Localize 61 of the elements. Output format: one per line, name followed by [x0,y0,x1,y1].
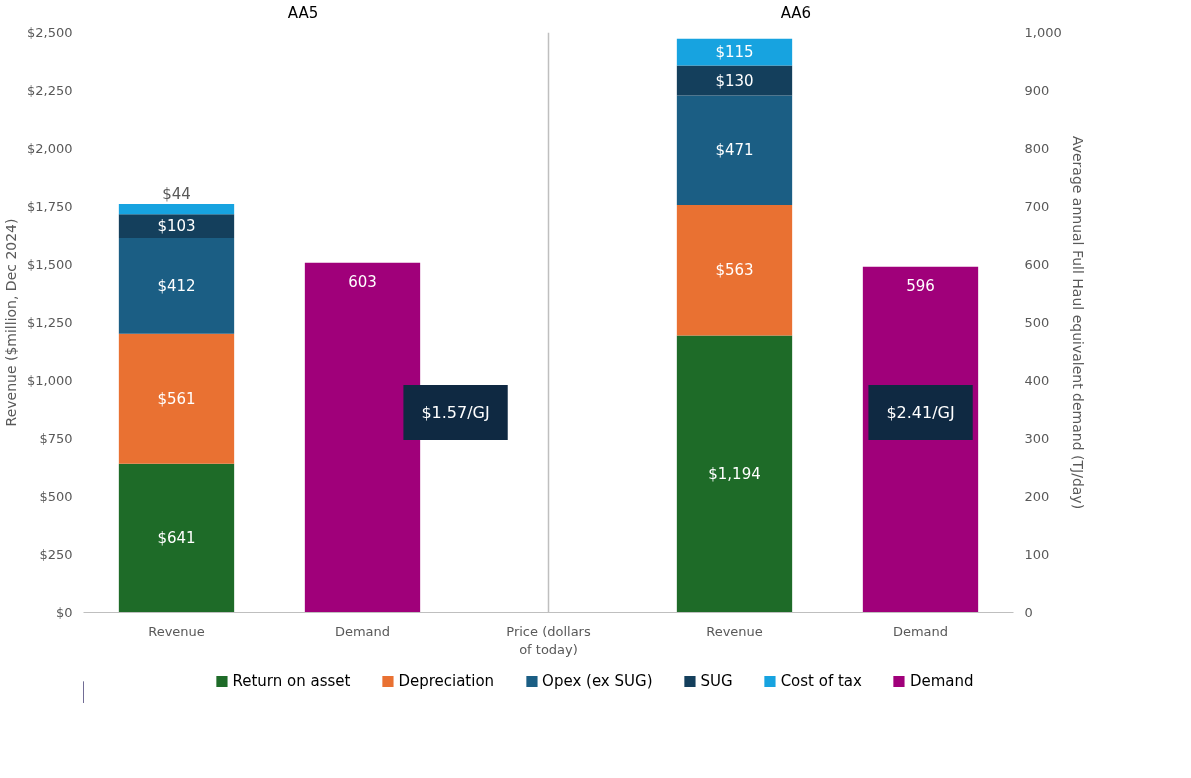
data-label: $563 [715,261,754,280]
y2-axis-title: Average annual Full Haul equivalent demand (TJ/day) [1069,135,1086,510]
y2-tick-label: 1,000 [1024,25,1062,40]
data-label: $641 [157,529,196,548]
data-label: $115 [715,43,754,62]
bar [118,333,235,464]
y2-tick-label: 800 [1024,141,1050,156]
y-tick-label: $2,000 [27,141,73,156]
y2-tick-label: 0 [1024,605,1033,620]
legend-label: Demand [909,672,974,690]
x-tick-label: Revenue [706,623,763,639]
legend-label: Depreciation [398,672,495,690]
bar [118,203,235,215]
y-tick-label: $0 [55,605,73,620]
data-label: $1,194 [708,465,761,483]
data-label: $412 [157,276,196,295]
y-tick-label: $2,250 [27,83,73,98]
x-tick-label: Revenue [148,623,205,639]
y2-tick-label: 100 [1024,547,1050,562]
y2-tick-label: 300 [1024,431,1050,446]
y-tick-label: $1,500 [27,257,73,272]
y-axis-title: Revenue ($million, Dec 2024) [3,218,20,427]
legend-label: Return on asset [232,672,351,690]
x-tick-label: Demand [892,623,949,639]
bar [118,214,235,239]
annotation: $2.41/GJ [886,402,955,422]
data-label: $103 [157,217,196,236]
legend-label: Opex (ex SUG) [542,672,653,690]
bar [118,463,235,613]
text: AA6 [780,3,812,22]
y-tick-label: $2,500 [27,25,73,40]
y2-tick-label: 200 [1024,489,1050,504]
bar [676,204,793,336]
x-tick-label: Demand [334,623,391,639]
y2-tick-label: 500 [1024,315,1050,330]
y-tick-label: $250 [39,547,73,562]
legend-label: SUG [700,672,733,690]
y-tick-label: $1,250 [27,315,73,330]
y-tick-label: $1,000 [27,373,73,388]
y-tick-label: $750 [39,431,73,446]
bar [676,65,793,96]
y-tick-label: $1,750 [27,199,73,214]
data-label: 596 [906,276,935,295]
text: AA5 [287,3,319,22]
y2-tick-label: 700 [1024,199,1050,214]
y2-tick-label: 600 [1024,257,1050,272]
annotation: $1.57/GJ [421,402,490,422]
y-tick-label: $500 [39,489,73,504]
data-label: $471 [715,141,754,160]
y2-tick-label: 400 [1024,373,1050,388]
legend-label: Cost of tax [780,672,862,690]
data-label: $561 [157,389,196,408]
data-label: 603 [348,272,377,291]
bar [118,238,235,334]
bar [676,38,793,66]
y2-tick-label: 900 [1024,83,1050,98]
bar [676,335,793,613]
bar [676,95,793,205]
data-label: $44 [162,184,191,203]
data-label: $130 [715,71,754,90]
x-tick-label: Price (dollars of today) [506,623,591,657]
